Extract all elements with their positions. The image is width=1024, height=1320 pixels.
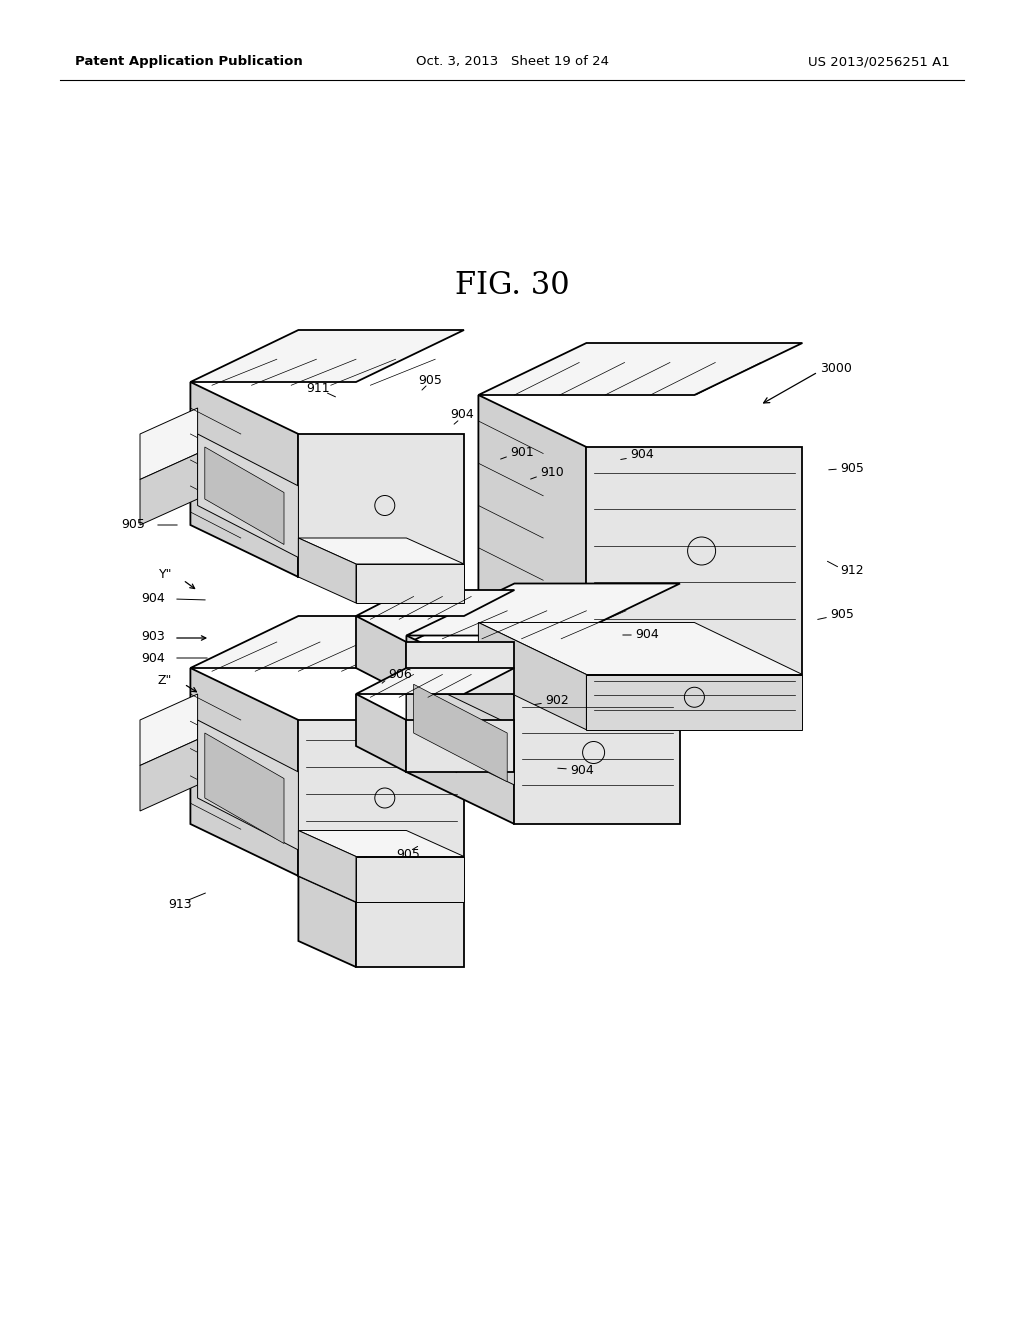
Text: Patent Application Publication: Patent Application Publication — [75, 55, 303, 69]
Polygon shape — [298, 539, 464, 564]
Text: 903: 903 — [141, 631, 165, 644]
Polygon shape — [478, 343, 803, 395]
Text: 902: 902 — [545, 693, 568, 706]
Polygon shape — [298, 876, 356, 968]
Polygon shape — [298, 876, 464, 902]
Polygon shape — [298, 830, 356, 902]
Polygon shape — [298, 719, 464, 876]
Polygon shape — [407, 675, 514, 785]
Polygon shape — [414, 684, 507, 781]
Polygon shape — [140, 739, 198, 810]
Polygon shape — [407, 719, 514, 772]
Polygon shape — [407, 635, 514, 824]
Polygon shape — [198, 719, 298, 850]
Text: 905: 905 — [121, 519, 145, 532]
Polygon shape — [356, 564, 464, 603]
Polygon shape — [205, 733, 284, 843]
Polygon shape — [190, 330, 464, 381]
Text: 905: 905 — [418, 374, 442, 387]
Text: 912: 912 — [840, 564, 863, 577]
Text: FIG. 30: FIG. 30 — [455, 269, 569, 301]
Polygon shape — [356, 857, 464, 902]
Polygon shape — [356, 616, 407, 694]
Text: 904: 904 — [630, 449, 653, 462]
Polygon shape — [478, 623, 587, 730]
Polygon shape — [190, 381, 298, 577]
Polygon shape — [205, 447, 284, 544]
Text: 906: 906 — [388, 668, 412, 681]
Text: Z": Z" — [158, 673, 172, 686]
Polygon shape — [298, 539, 356, 603]
Polygon shape — [356, 902, 464, 968]
Text: 910: 910 — [540, 466, 564, 479]
Polygon shape — [140, 408, 198, 479]
Polygon shape — [587, 675, 803, 730]
Polygon shape — [478, 623, 803, 675]
Text: 3000: 3000 — [820, 362, 852, 375]
Text: 904: 904 — [570, 763, 594, 776]
Text: 905: 905 — [830, 609, 854, 622]
Text: 904: 904 — [635, 628, 658, 642]
Polygon shape — [356, 590, 514, 616]
Polygon shape — [356, 694, 407, 772]
Text: 901: 901 — [510, 446, 534, 458]
Polygon shape — [140, 454, 198, 525]
Polygon shape — [407, 642, 514, 694]
Polygon shape — [298, 830, 464, 857]
Polygon shape — [407, 583, 680, 635]
Polygon shape — [140, 694, 198, 766]
Polygon shape — [478, 395, 587, 675]
Polygon shape — [356, 668, 514, 694]
Text: 913: 913 — [168, 899, 191, 912]
Text: Y": Y" — [159, 569, 172, 582]
Text: Oct. 3, 2013   Sheet 19 of 24: Oct. 3, 2013 Sheet 19 of 24 — [416, 55, 608, 69]
Polygon shape — [198, 434, 298, 557]
Text: 905: 905 — [840, 462, 864, 474]
Polygon shape — [514, 688, 680, 824]
Polygon shape — [190, 668, 298, 876]
Text: 905: 905 — [396, 849, 420, 862]
Polygon shape — [587, 447, 803, 675]
Text: 911: 911 — [306, 381, 330, 395]
Polygon shape — [298, 434, 464, 577]
Text: 904: 904 — [451, 408, 474, 421]
Text: US 2013/0256251 A1: US 2013/0256251 A1 — [808, 55, 950, 69]
Text: 904: 904 — [141, 591, 165, 605]
Polygon shape — [190, 616, 464, 668]
Text: 904: 904 — [141, 652, 165, 664]
